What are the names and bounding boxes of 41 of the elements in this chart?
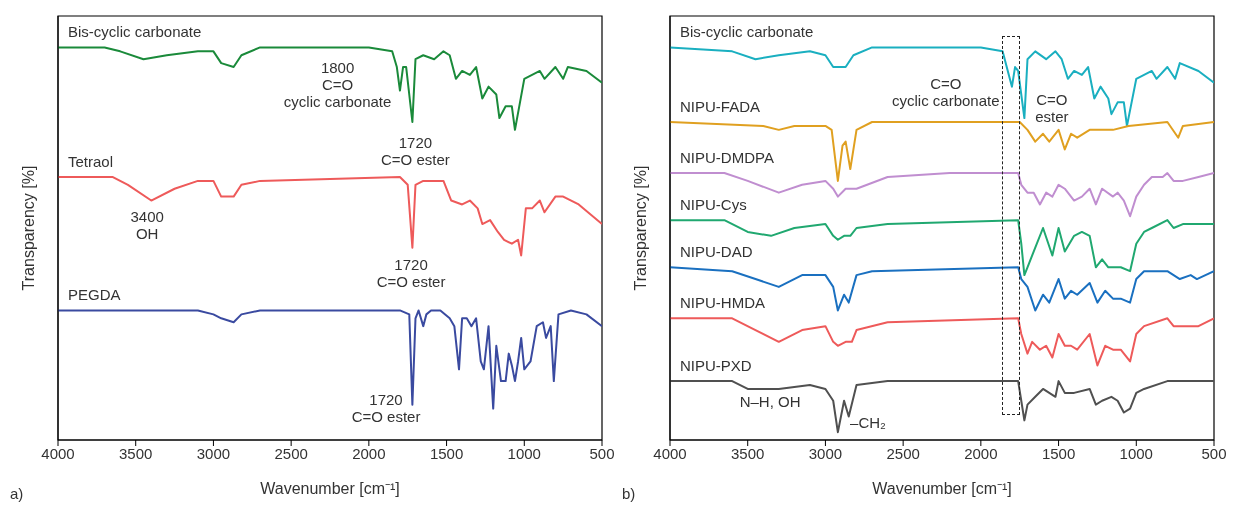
x-tick-label: 2000 bbox=[964, 444, 998, 462]
x-tick-label: 3500 bbox=[731, 444, 765, 462]
series-label: NIPU-HMDA bbox=[680, 294, 765, 312]
annotation: C=O ester bbox=[1035, 90, 1069, 125]
annotation: 3400 OH bbox=[130, 208, 164, 243]
x-tick-label: 1000 bbox=[1119, 444, 1153, 462]
x-tick-label: 4000 bbox=[41, 444, 75, 462]
y-axis-title: Transparency [%] bbox=[631, 165, 649, 291]
x-tick-label: 2500 bbox=[886, 444, 920, 462]
annotation: 1720 C=O ester bbox=[351, 390, 421, 425]
x-axis-title: Wavenumber [cm⁻¹] bbox=[260, 480, 400, 497]
series-label: NIPU-PXD bbox=[680, 357, 752, 375]
series-label: PEGDA bbox=[68, 286, 121, 304]
x-tick-label: 500 bbox=[589, 444, 615, 462]
x-tick-label: 2000 bbox=[352, 444, 386, 462]
series-label: Tetraol bbox=[68, 152, 114, 170]
series-label: NIPU-FADA bbox=[680, 98, 761, 115]
annotation: –CH₂ bbox=[850, 414, 886, 432]
series-label: Bis-cyclic carbonate bbox=[680, 23, 814, 41]
x-tick-label: 1000 bbox=[507, 444, 541, 462]
series-label: NIPU-Cys bbox=[680, 196, 747, 214]
x-tick-label: 3500 bbox=[119, 444, 153, 462]
x-tick-label: 1500 bbox=[1041, 444, 1076, 462]
annotation: 1720 C=O ester bbox=[381, 133, 450, 168]
annotation: 1720 C=O ester bbox=[376, 255, 446, 290]
x-tick-label: 2500 bbox=[274, 444, 308, 462]
x-tick-label: 4000 bbox=[653, 444, 687, 462]
text: b) bbox=[622, 485, 636, 502]
x-tick-label: 1500 bbox=[429, 444, 464, 462]
annotation: N–H, OH bbox=[739, 392, 801, 410]
annotation: 1800 C=O cyclic carbonate bbox=[283, 59, 392, 111]
text: a) bbox=[10, 485, 24, 502]
y-axis-title: Transparency [%] bbox=[19, 165, 37, 291]
annotation: C=O cyclic carbonate bbox=[892, 74, 1000, 109]
series-label: NIPU-DAD bbox=[680, 243, 753, 261]
x-tick-label: 500 bbox=[1201, 444, 1227, 462]
series-label: NIPU-DMDPA bbox=[680, 149, 774, 167]
x-tick-label: 3000 bbox=[196, 444, 231, 462]
x-axis-title: Wavenumber [cm⁻¹] bbox=[872, 480, 1012, 497]
series-label: Bis-cyclic carbonate bbox=[68, 23, 202, 41]
x-tick-label: 3000 bbox=[808, 444, 843, 462]
